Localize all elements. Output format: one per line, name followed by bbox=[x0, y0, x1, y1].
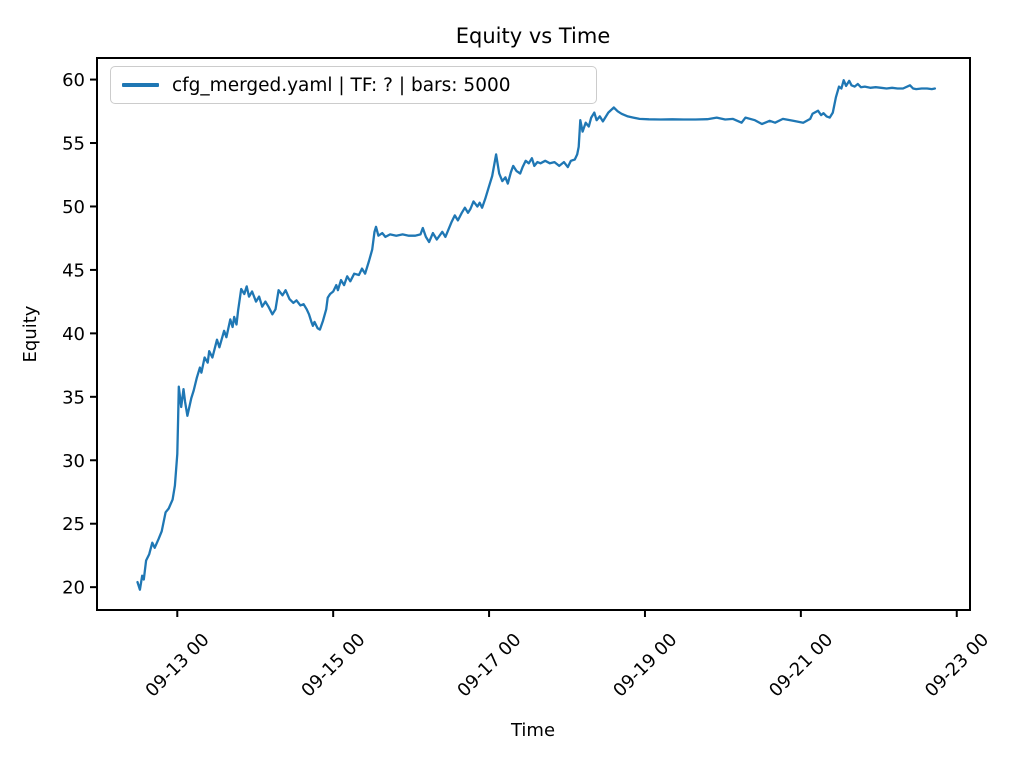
equity-line-series bbox=[136, 79, 937, 591]
x-tick-label: 09-23 00 bbox=[921, 629, 993, 701]
y-axis-label: Equity bbox=[20, 305, 41, 362]
x-tick-label: 09-21 00 bbox=[765, 629, 837, 701]
plot-border bbox=[96, 57, 971, 611]
axis-ticks: 09-13 00 09-15 00 09-17 00 09-19 00 09-21 00… bbox=[62, 70, 993, 701]
y-tick-label: 25 bbox=[62, 514, 85, 535]
x-tick-label: 09-19 00 bbox=[609, 629, 681, 701]
y-tick-label: 50 bbox=[62, 197, 85, 218]
x-tick-label: 09-13 00 bbox=[142, 629, 214, 701]
legend-label: cfg_merged.yaml | TF: ? | bars: 5000 bbox=[172, 74, 511, 96]
y-tick-label: 35 bbox=[62, 387, 85, 408]
y-tick-label: 20 bbox=[62, 578, 85, 599]
y-tick-label: 30 bbox=[62, 451, 85, 472]
chart-title: Equity vs Time bbox=[456, 24, 611, 48]
series-line bbox=[136, 79, 937, 591]
x-tick-label: 09-15 00 bbox=[297, 629, 369, 701]
y-tick-label: 55 bbox=[62, 134, 85, 155]
y-tick-label: 45 bbox=[62, 260, 85, 281]
legend-box: cfg_merged.yaml | TF: ? | bars: 5000 bbox=[110, 66, 597, 104]
y-tick-label: 40 bbox=[62, 324, 85, 345]
legend-line-sample bbox=[122, 83, 159, 87]
x-tick-label: 09-17 00 bbox=[453, 629, 525, 701]
y-tick-label: 60 bbox=[62, 70, 85, 91]
x-axis-label: Time bbox=[510, 720, 555, 741]
